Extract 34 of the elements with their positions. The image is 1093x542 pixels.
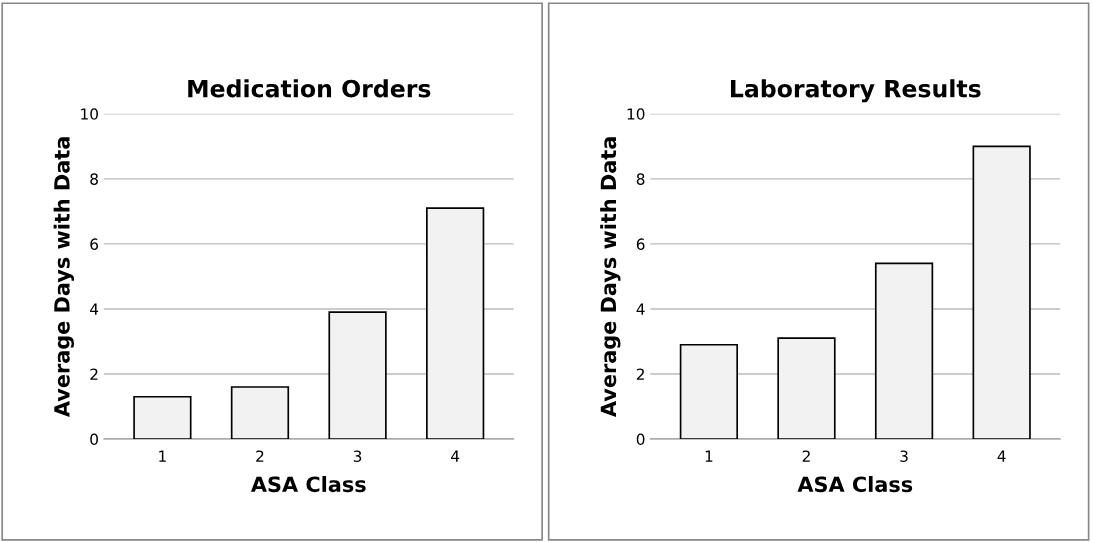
x-tick-label: 4 <box>451 450 460 462</box>
y-tick-label: 8 <box>636 173 645 185</box>
y-tick-label: 10 <box>627 108 645 120</box>
x-tick-label: 2 <box>256 450 264 462</box>
y-axis-title: Average Days with Data <box>53 137 74 418</box>
y-tick-label: 2 <box>636 368 644 380</box>
y-tick-label: 0 <box>636 433 645 446</box>
y-tick-label: 4 <box>636 303 645 315</box>
chart-title: Medication Orders <box>188 79 431 98</box>
x-axis-title: ASA Class <box>250 476 366 493</box>
y-tick-label: 4 <box>90 303 99 315</box>
x-tick-label: 2 <box>802 450 810 462</box>
bar <box>972 145 1031 440</box>
bar <box>230 386 290 440</box>
y-tick-label: 6 <box>90 238 99 250</box>
x-tick-label: 3 <box>353 450 362 462</box>
bar <box>133 395 192 440</box>
x-axis-title: ASA Class <box>797 476 913 493</box>
bar <box>426 207 485 440</box>
y-tick-label: 0 <box>90 433 98 446</box>
x-tick-label: 1 <box>159 450 166 462</box>
y-tick-label: 10 <box>81 108 98 120</box>
y-axis-title: Average Days with Data <box>600 137 621 418</box>
y-tick-label: 8 <box>90 173 98 185</box>
y-tick-label: 6 <box>636 238 645 250</box>
bar <box>874 262 934 440</box>
x-tick-label: 3 <box>900 450 908 462</box>
x-tick-label: 4 <box>997 450 1006 462</box>
y-tick-label: 2 <box>90 368 98 380</box>
chart-title: Laboratory Results <box>730 79 981 103</box>
x-tick-label: 1 <box>705 450 713 462</box>
bar <box>777 337 836 440</box>
bar <box>328 311 387 440</box>
bar <box>679 343 739 440</box>
